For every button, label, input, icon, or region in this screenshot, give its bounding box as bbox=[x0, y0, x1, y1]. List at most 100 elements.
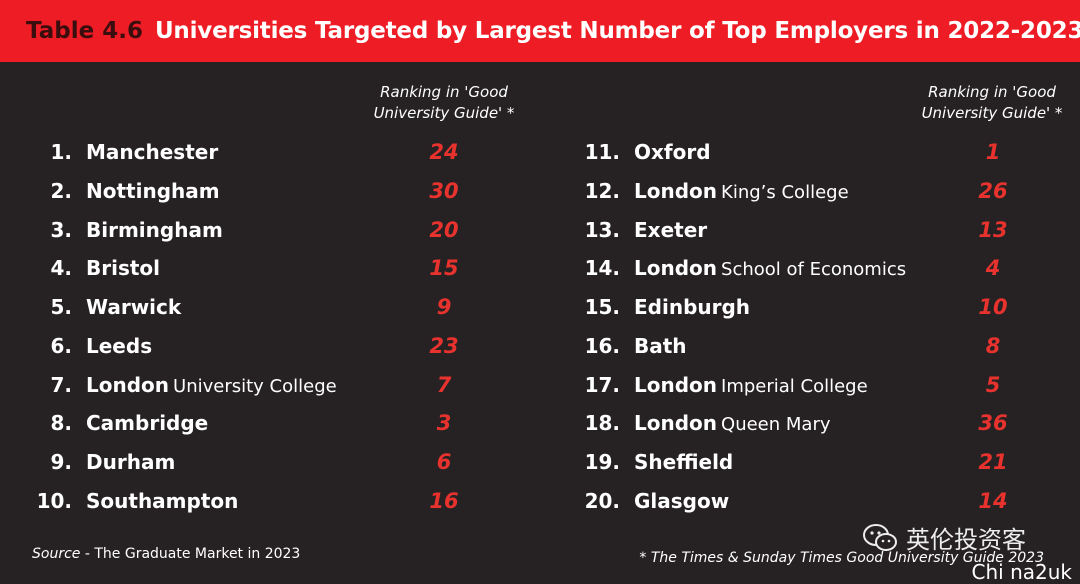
position-number: 15. bbox=[584, 295, 620, 319]
guide-ranking: 1 bbox=[985, 140, 1001, 164]
university-name-main: Bristol bbox=[86, 256, 161, 281]
guide-ranking: 23 bbox=[429, 333, 459, 358]
position-number: 17. bbox=[584, 372, 620, 397]
university-name: Cambridge bbox=[86, 411, 208, 435]
university-row: 17. London Imperial College 5 bbox=[548, 367, 1080, 406]
university-row: 16. Bath 8 bbox=[548, 328, 1080, 367]
university-name: Edinburgh bbox=[634, 295, 750, 319]
guide-ranking: 24 bbox=[429, 140, 459, 164]
guide-ranking: 20 bbox=[429, 217, 459, 242]
university-row: 11. Oxford 1 bbox=[548, 134, 1080, 173]
university-name: London King’s College bbox=[634, 179, 849, 203]
guide-ranking: 7 bbox=[436, 372, 452, 397]
university-name: Manchester bbox=[86, 140, 218, 164]
position-number: 8. bbox=[50, 411, 72, 436]
university-list-left: 1. Manchester 24 2. Nottingham 30 3. Birmingham… bbox=[0, 134, 540, 522]
guide-ranking: 30 bbox=[429, 178, 459, 203]
university-name: Durham bbox=[86, 450, 175, 474]
position-number: 13. bbox=[584, 217, 620, 242]
university-name-sub: Imperial College bbox=[721, 375, 868, 397]
university-name-main: Southampton bbox=[86, 488, 239, 513]
position-number: 11. bbox=[584, 140, 620, 164]
university-name: Southampton bbox=[86, 489, 238, 513]
university-row: 7. London University College 7 bbox=[0, 367, 540, 406]
university-name-main: Edinburgh bbox=[634, 295, 751, 319]
university-name: Sheffield bbox=[634, 450, 733, 474]
university-name-main: Birmingham bbox=[86, 217, 223, 242]
university-name-main: Sheffield bbox=[634, 450, 734, 474]
watermark-handle: Chi na2uk bbox=[971, 560, 1072, 584]
university-name: Nottingham bbox=[86, 179, 220, 203]
guide-ranking: 16 bbox=[429, 488, 459, 513]
position-number: 3. bbox=[50, 217, 72, 242]
university-row: 8. Cambridge 3 bbox=[0, 405, 540, 444]
university-name-main: London bbox=[634, 178, 718, 203]
guide-ranking: 10 bbox=[978, 295, 1008, 319]
position-number: 7. bbox=[50, 372, 72, 397]
university-name-main: Bath bbox=[634, 333, 687, 358]
university-name: London Imperial College bbox=[634, 373, 868, 397]
guide-ranking: 36 bbox=[978, 411, 1008, 436]
university-row: 13. Exeter 13 bbox=[548, 212, 1080, 251]
footnote: * The Times & Sunday Times Good Universi… bbox=[639, 550, 1044, 566]
table-title: Universities Targeted by Largest Number … bbox=[154, 18, 1080, 44]
guide-ranking: 8 bbox=[985, 333, 1001, 358]
guide-ranking: 5 bbox=[985, 372, 1001, 397]
guide-ranking: 3 bbox=[436, 411, 452, 436]
university-name: Leeds bbox=[86, 334, 152, 358]
university-row: 15. Edinburgh 10 bbox=[548, 289, 1080, 328]
university-row: 9. Durham 6 bbox=[0, 444, 540, 483]
university-name: Birmingham bbox=[86, 218, 223, 242]
university-row: 3. Birmingham 20 bbox=[0, 212, 540, 251]
position-number: 12. bbox=[584, 178, 620, 203]
guide-ranking: 9 bbox=[436, 295, 452, 319]
university-row: 2. Nottingham 30 bbox=[0, 173, 540, 212]
university-row: 20. Glasgow 14 bbox=[548, 483, 1080, 522]
source-note: Source - The Graduate Market in 2023 bbox=[32, 546, 300, 562]
university-row: 14. London School of Economics 4 bbox=[548, 250, 1080, 289]
position-number: 10. bbox=[36, 488, 72, 513]
position-number: 18. bbox=[584, 411, 620, 436]
position-number: 16. bbox=[584, 333, 620, 358]
university-row: 4. Bristol 15 bbox=[0, 250, 540, 289]
university-row: 6. Leeds 23 bbox=[0, 328, 540, 367]
position-number: 14. bbox=[584, 256, 620, 281]
university-row: 5. Warwick 9 bbox=[0, 289, 540, 328]
watermark-text: 英伦投资客 bbox=[906, 526, 1026, 554]
table-number: Table 4.6 bbox=[26, 18, 143, 44]
guide-ranking: 6 bbox=[436, 450, 452, 474]
guide-ranking: 14 bbox=[978, 488, 1008, 513]
guide-ranking: 15 bbox=[429, 256, 459, 281]
guide-ranking: 26 bbox=[978, 178, 1008, 203]
university-name-main: Glasgow bbox=[634, 488, 730, 513]
university-row: 10. Southampton 16 bbox=[0, 483, 540, 522]
university-name: London School of Economics bbox=[634, 256, 906, 280]
position-number: 20. bbox=[584, 488, 620, 513]
guide-ranking: 4 bbox=[985, 256, 1001, 281]
university-list-right: 11. Oxford 1 12. London King’s College 26 13. Ex… bbox=[548, 134, 1080, 522]
university-row: 1. Manchester 24 bbox=[0, 134, 540, 173]
university-name-main: Leeds bbox=[86, 333, 153, 358]
university-name-main: London bbox=[634, 411, 718, 436]
university-name-sub: University College bbox=[173, 375, 337, 397]
university-name-main: London bbox=[634, 372, 718, 397]
university-name: London University College bbox=[86, 373, 337, 397]
source-label: Source bbox=[32, 546, 81, 562]
position-number: 19. bbox=[584, 450, 620, 474]
university-name-sub: School of Economics bbox=[721, 259, 907, 281]
university-name: Warwick bbox=[86, 295, 181, 319]
position-number: 4. bbox=[50, 256, 72, 281]
position-number: 6. bbox=[50, 333, 72, 358]
university-name-sub: King’s College bbox=[721, 181, 849, 203]
university-name-main: Nottingham bbox=[86, 178, 220, 203]
university-name: Exeter bbox=[634, 218, 707, 242]
university-name-sub: Queen Mary bbox=[721, 414, 831, 436]
university-row: 19. Sheffield 21 bbox=[548, 444, 1080, 483]
university-name-main: Oxford bbox=[634, 140, 711, 164]
university-name-main: Manchester bbox=[86, 140, 219, 164]
university-name: Glasgow bbox=[634, 489, 729, 513]
university-name-main: Durham bbox=[86, 450, 176, 474]
watermark: 英伦投资客 bbox=[862, 520, 1026, 555]
wechat-icon bbox=[863, 523, 897, 551]
university-name: Bristol bbox=[86, 256, 160, 280]
